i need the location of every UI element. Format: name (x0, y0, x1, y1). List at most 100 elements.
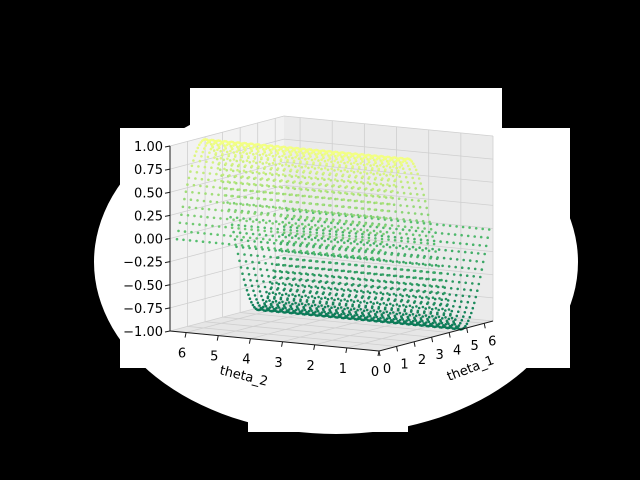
data-point (356, 242, 359, 246)
data-point (462, 315, 465, 318)
data-point (422, 283, 425, 287)
data-point (229, 215, 232, 219)
data-point (304, 294, 307, 298)
data-point (279, 158, 283, 161)
data-point (275, 263, 279, 267)
data-point (417, 306, 421, 310)
data-point (387, 238, 390, 241)
data-point (409, 192, 412, 195)
data-point (464, 324, 467, 328)
data-point (224, 225, 227, 229)
data-point (351, 249, 354, 252)
data-point (487, 228, 491, 231)
data-point (214, 140, 217, 144)
data-point (377, 305, 381, 309)
data-point (211, 144, 214, 148)
data-point (282, 192, 285, 196)
data-point (261, 248, 264, 251)
data-point (236, 252, 240, 256)
data-point (273, 247, 277, 250)
data-point (244, 170, 248, 174)
data-point (287, 207, 291, 211)
data-point (253, 245, 257, 248)
z-tick-mark (164, 145, 171, 148)
y-axis-line (169, 330, 380, 352)
data-point (380, 240, 384, 244)
data-point (385, 317, 389, 321)
data-point (304, 208, 308, 212)
data-point (286, 158, 289, 162)
data-point (434, 321, 437, 324)
data-point (411, 306, 415, 309)
data-point (480, 268, 484, 271)
data-point (264, 233, 268, 237)
data-point (421, 262, 425, 266)
y-tick-label: 1 (339, 362, 347, 377)
z-tick-mark (164, 330, 171, 333)
data-point (390, 307, 394, 310)
data-point (328, 235, 332, 239)
data-point (246, 211, 250, 215)
data-point (289, 288, 293, 291)
data-point (465, 306, 468, 309)
data-point (222, 158, 225, 162)
data-point (302, 230, 306, 233)
data-point (208, 151, 211, 154)
data-point (314, 267, 318, 270)
data-point (242, 235, 245, 239)
data-point (398, 318, 402, 322)
data-point (277, 174, 281, 177)
z-tick-mark (164, 214, 171, 217)
data-point (259, 268, 262, 271)
data-point (195, 150, 198, 153)
data-point (436, 291, 440, 294)
data-point (327, 311, 330, 315)
data-point (395, 260, 399, 263)
data-point (268, 306, 272, 309)
data-point (380, 234, 384, 238)
data-point (400, 239, 403, 243)
data-point (322, 267, 326, 271)
data-point (381, 177, 384, 180)
data-point (349, 242, 353, 245)
data-point (365, 258, 369, 261)
data-point (267, 248, 271, 252)
data-point (353, 314, 356, 317)
z-tick-mark (164, 168, 171, 171)
data-point (379, 230, 382, 233)
data-point (279, 214, 283, 218)
data-point (365, 187, 368, 190)
data-point (301, 241, 304, 245)
data-point (408, 218, 412, 222)
data-point (276, 227, 280, 231)
data-point (356, 299, 360, 303)
data-point (335, 292, 339, 296)
data-point (201, 240, 205, 243)
data-point (324, 274, 328, 277)
data-point (275, 172, 278, 176)
data-point (354, 158, 358, 162)
data-point (405, 245, 408, 248)
data-point (403, 171, 407, 174)
data-point (435, 257, 439, 261)
data-point (312, 245, 315, 249)
data-point (351, 303, 355, 307)
data-point (400, 211, 404, 214)
data-point (279, 308, 282, 312)
data-point (418, 313, 421, 317)
grid-line-y (218, 120, 333, 337)
data-point (254, 247, 258, 250)
data-point (440, 278, 443, 282)
data-point (416, 309, 420, 313)
data-point (202, 171, 205, 175)
data-point (374, 176, 378, 180)
data-point (284, 163, 288, 166)
z-tick-mark (164, 238, 171, 240)
data-point (196, 199, 199, 202)
data-point (258, 160, 262, 164)
data-point (450, 249, 454, 253)
data-point (406, 164, 410, 168)
data-point (296, 265, 300, 268)
data-point (236, 168, 239, 172)
